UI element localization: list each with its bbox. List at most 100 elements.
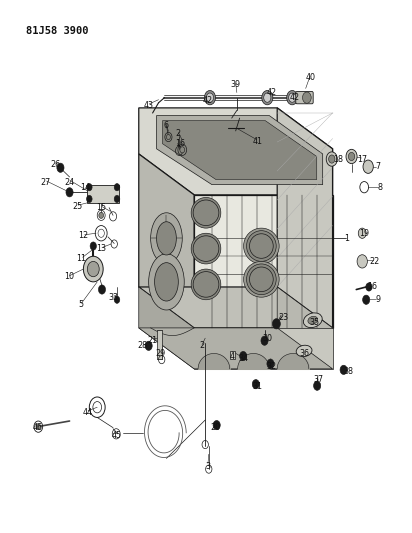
Circle shape (267, 359, 274, 368)
Text: 31: 31 (253, 382, 262, 391)
Text: 19: 19 (359, 229, 369, 238)
Ellipse shape (191, 197, 221, 228)
Text: 1: 1 (344, 234, 349, 243)
Text: 11: 11 (76, 254, 87, 263)
Circle shape (66, 188, 73, 197)
Text: 13: 13 (96, 244, 106, 253)
Text: 6: 6 (164, 122, 169, 130)
Text: 44: 44 (82, 408, 92, 417)
Circle shape (180, 147, 185, 153)
Circle shape (358, 228, 366, 238)
Circle shape (240, 351, 247, 361)
Circle shape (206, 93, 213, 102)
Polygon shape (139, 328, 332, 369)
Circle shape (357, 255, 368, 268)
Text: 18: 18 (333, 155, 344, 164)
Circle shape (326, 152, 337, 166)
Circle shape (287, 91, 298, 105)
Circle shape (289, 93, 296, 102)
Text: 41: 41 (253, 136, 262, 146)
Polygon shape (194, 328, 332, 369)
Circle shape (83, 256, 103, 282)
Polygon shape (277, 287, 332, 369)
Text: 22: 22 (369, 257, 379, 266)
Circle shape (90, 242, 96, 250)
Text: 24: 24 (65, 177, 75, 187)
Text: 20: 20 (211, 423, 221, 432)
Circle shape (366, 283, 372, 291)
Circle shape (302, 92, 311, 103)
Text: 9: 9 (375, 295, 381, 304)
Ellipse shape (149, 254, 184, 310)
Ellipse shape (154, 263, 178, 301)
Circle shape (346, 149, 357, 164)
Polygon shape (162, 120, 317, 180)
Text: 26: 26 (51, 160, 61, 168)
Text: 36: 36 (300, 349, 310, 358)
Text: 8: 8 (377, 183, 382, 192)
Ellipse shape (191, 233, 221, 264)
Text: 42: 42 (266, 88, 276, 97)
Text: 32: 32 (266, 362, 276, 371)
Circle shape (166, 134, 171, 140)
FancyBboxPatch shape (296, 92, 313, 104)
Circle shape (314, 381, 321, 390)
Ellipse shape (157, 222, 176, 255)
Text: 2: 2 (199, 341, 205, 350)
Polygon shape (139, 108, 332, 195)
Circle shape (349, 152, 355, 160)
Circle shape (363, 295, 370, 304)
Ellipse shape (296, 345, 312, 357)
Circle shape (36, 424, 41, 430)
Text: 45: 45 (112, 431, 122, 440)
Text: 2: 2 (176, 129, 181, 138)
Circle shape (57, 163, 64, 172)
Ellipse shape (246, 264, 276, 295)
Circle shape (363, 160, 373, 173)
Polygon shape (139, 287, 194, 369)
Ellipse shape (308, 316, 318, 324)
Text: 12: 12 (78, 231, 89, 240)
Text: 81J58 3900: 81J58 3900 (26, 26, 89, 36)
Text: 15: 15 (96, 203, 106, 212)
Text: 16: 16 (175, 139, 185, 148)
Circle shape (252, 379, 260, 389)
Text: 3: 3 (206, 462, 211, 471)
Polygon shape (194, 195, 332, 328)
Circle shape (329, 155, 335, 163)
Text: 30: 30 (262, 334, 272, 343)
Text: 21: 21 (147, 336, 158, 345)
Circle shape (272, 319, 280, 329)
Text: 33: 33 (108, 293, 118, 302)
Text: 35: 35 (310, 318, 320, 327)
Text: 39: 39 (231, 80, 241, 90)
Text: 46: 46 (33, 423, 43, 432)
Text: 7: 7 (375, 162, 381, 171)
Circle shape (87, 261, 99, 277)
Circle shape (340, 365, 347, 375)
Text: 38: 38 (343, 367, 353, 376)
Text: 14: 14 (80, 183, 90, 192)
Text: 43: 43 (144, 101, 154, 110)
Polygon shape (157, 116, 323, 184)
Text: 34: 34 (239, 354, 248, 363)
Text: 28: 28 (138, 341, 148, 350)
Circle shape (87, 183, 92, 191)
Circle shape (87, 196, 92, 203)
Text: 4: 4 (229, 352, 234, 360)
Polygon shape (139, 154, 194, 328)
Circle shape (114, 296, 120, 303)
Text: 10: 10 (65, 272, 75, 281)
Text: 42: 42 (203, 96, 213, 104)
Text: 16: 16 (367, 282, 377, 292)
Circle shape (261, 336, 268, 345)
Text: 42: 42 (290, 93, 300, 102)
Text: 40: 40 (306, 72, 316, 82)
Circle shape (114, 183, 120, 191)
Polygon shape (277, 108, 332, 328)
Polygon shape (87, 184, 119, 203)
Ellipse shape (243, 228, 279, 264)
Polygon shape (139, 287, 332, 328)
Bar (157, 330, 162, 359)
Circle shape (145, 341, 152, 350)
